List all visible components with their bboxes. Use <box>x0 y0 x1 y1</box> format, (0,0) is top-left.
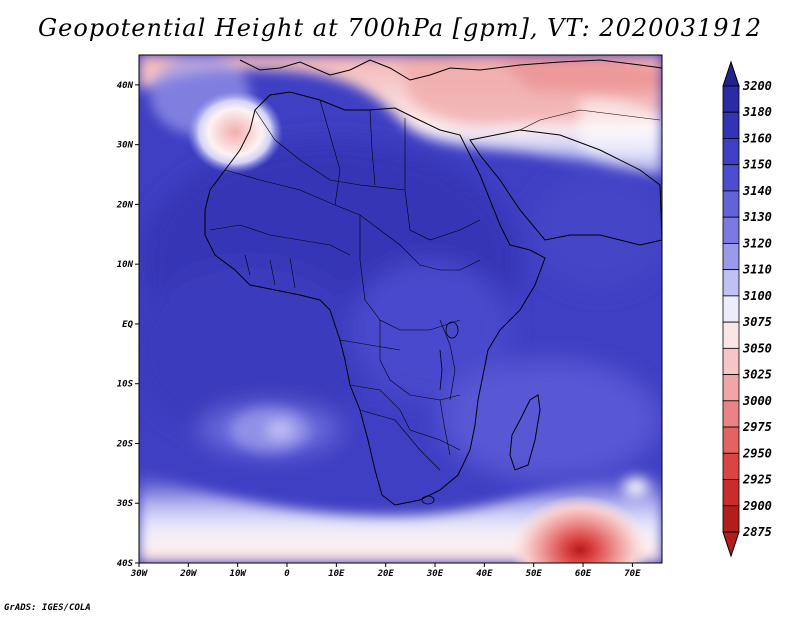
lon-tick-label: 40E <box>476 569 493 579</box>
colorbar-segment <box>722 347 740 375</box>
lon-tick-label: 30E <box>426 569 444 579</box>
colorbar-label: 2950 <box>742 446 772 460</box>
colorbar-segment <box>722 111 740 139</box>
coastlines <box>204 59 662 506</box>
colorbar-label: 3200 <box>742 79 772 93</box>
europe-coastline <box>239 59 662 81</box>
colorbar-label: 2900 <box>742 499 772 513</box>
colorbar-label: 3120 <box>742 236 772 250</box>
colorbar-segment <box>722 426 740 454</box>
lon-tick-label: 0 <box>284 569 290 579</box>
colorbar-segment <box>722 452 740 480</box>
colorbar-label: 3075 <box>742 315 772 329</box>
colorbar-segment <box>722 479 740 507</box>
lon-tick-label: 20W <box>179 569 198 579</box>
footer-credit: GrADS: IGES/COLA <box>4 603 91 613</box>
arabia-coastline <box>469 129 662 246</box>
colorbar-label: 2875 <box>742 525 772 539</box>
lat-tick-label: 20S <box>116 439 134 449</box>
lon-tick-label: 20E <box>377 569 395 579</box>
lat-tick-label: 10N <box>117 260 134 270</box>
colorbar-segment <box>722 243 740 271</box>
colorbar-segment <box>722 269 740 297</box>
colorbar-label: 2975 <box>742 420 772 434</box>
colorbar-segment <box>722 505 740 533</box>
colorbar-segment <box>722 216 740 244</box>
lat-tick-label: 20N <box>116 200 134 210</box>
madagascar-coastline <box>509 394 541 471</box>
colorbar-segment <box>722 374 740 402</box>
colorbar-segment <box>722 295 740 323</box>
plot-frame <box>138 54 663 564</box>
africa-coastline <box>204 91 546 506</box>
colorbar-label: 2925 <box>742 473 772 487</box>
map-title: Geopotential Height at 700hPa [gpm], VT:… <box>38 14 762 42</box>
country-borders <box>209 99 661 471</box>
lon-tick-label: 70E <box>624 569 641 579</box>
colorbar-label: 3150 <box>742 158 772 172</box>
lat-tick-label: 30N <box>116 141 134 151</box>
colorbar-segment <box>722 85 740 113</box>
colorbar-segment <box>722 321 740 349</box>
lon-tick-label: 50E <box>526 569 543 579</box>
colorbar-label: 3025 <box>742 368 772 382</box>
lat-tick-label: 40N <box>117 81 134 91</box>
colorbar-label: 3000 <box>742 394 772 408</box>
colorbar-segment <box>722 138 740 166</box>
lat-tick-label: 30S <box>116 499 134 509</box>
colorbar-bottom-arrow <box>722 531 740 558</box>
colorbar-label: 3180 <box>742 105 772 119</box>
colorbar-label: 3130 <box>742 210 772 224</box>
colorbar-segment <box>722 400 740 428</box>
lon-tick-label: 10W <box>230 569 248 579</box>
height-field <box>139 55 662 563</box>
colorbar-label: 3110 <box>742 263 772 277</box>
colorbar: 3200 3180 3160 3150 3140 3130 3120 3110 3100 3075… <box>722 60 772 558</box>
colorbar-top-arrow <box>722 60 740 87</box>
lat-tick-label: 10S <box>117 380 134 390</box>
lon-tick-label: 10E <box>328 569 345 579</box>
lakes <box>421 321 459 505</box>
colorbar-segment <box>722 164 740 192</box>
colorbar-label: 3100 <box>742 289 772 303</box>
lon-tick-label: 60E <box>575 569 592 579</box>
colorbar-label: 3140 <box>742 184 772 198</box>
lat-tick-label: 40S <box>117 559 134 569</box>
colorbar-label: 3160 <box>742 131 772 145</box>
colorbar-label: 3050 <box>742 341 772 355</box>
lat-tick-label: EQ <box>122 320 133 330</box>
colorbar-segment <box>722 190 740 218</box>
lon-tick-label: 30W <box>130 569 149 579</box>
